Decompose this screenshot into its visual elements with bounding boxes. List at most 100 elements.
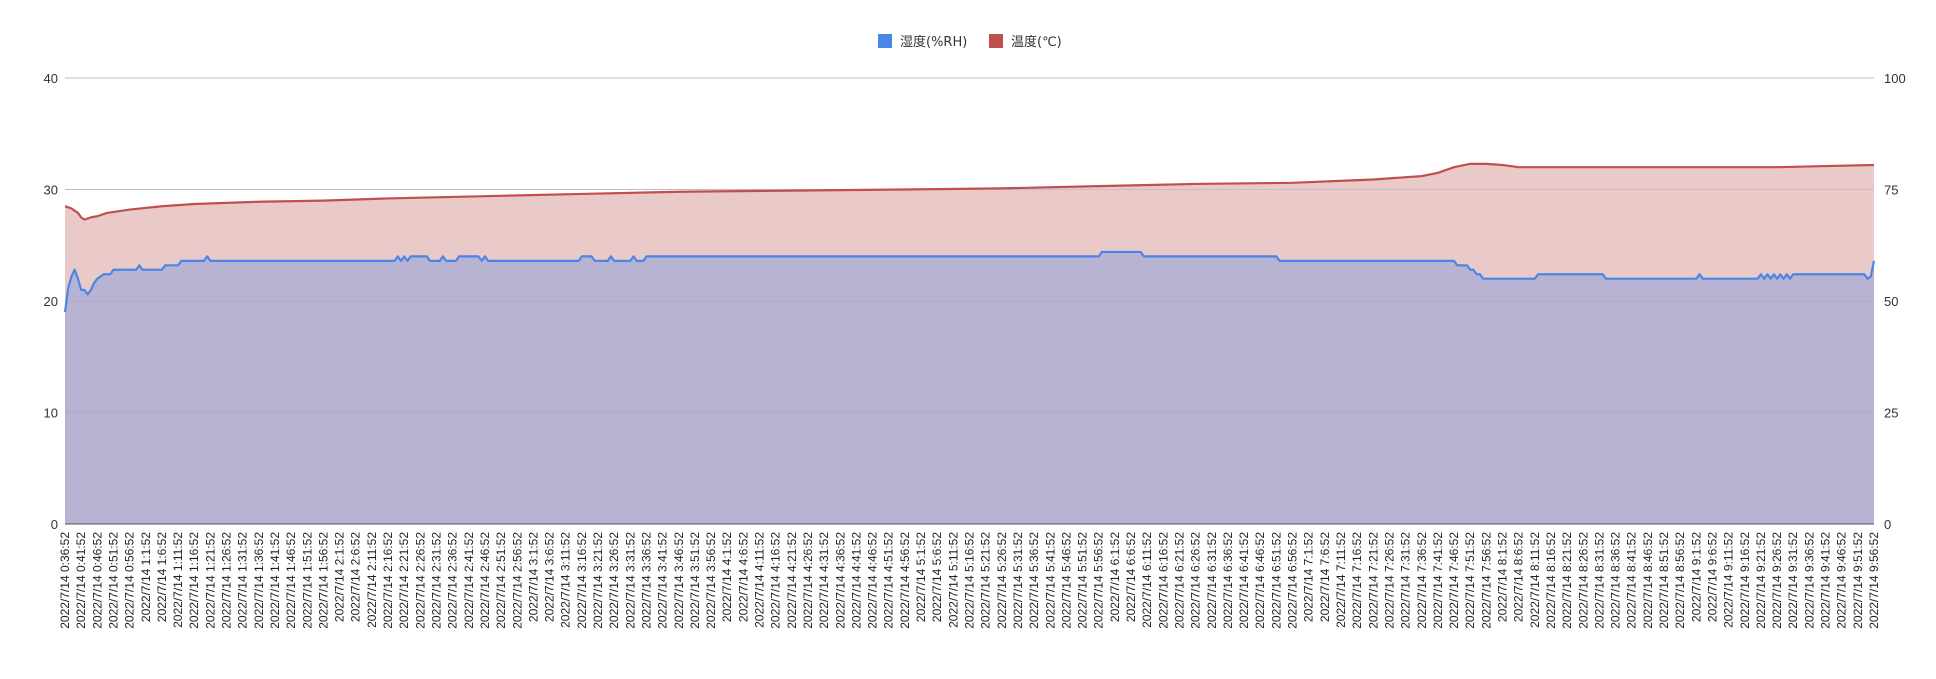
x-tick-label: 2022/7/14 6:41:52 xyxy=(1237,532,1251,629)
x-tick-label: 2022/7/14 0:46:52 xyxy=(90,532,104,629)
x-tick-label: 2022/7/14 8:51:52 xyxy=(1657,532,1671,629)
x-tick-label: 2022/7/14 2:46:52 xyxy=(478,532,492,629)
line-layer xyxy=(63,162,1876,525)
x-tick-label: 2022/7/14 5:41:52 xyxy=(1043,532,1057,629)
x-tick-label: 2022/7/14 9:56:52 xyxy=(1867,532,1881,629)
x-tick-label: 2022/7/14 8:16:52 xyxy=(1544,532,1558,629)
x-tick-label: 2022/7/14 9:36:52 xyxy=(1802,532,1816,629)
x-tick-label: 2022/7/14 5:26:52 xyxy=(995,532,1009,629)
x-tick-label: 2022/7/14 1:1:52 xyxy=(139,532,153,622)
y-left-tick-label: 0 xyxy=(51,517,58,532)
x-tick-label: 2022/7/14 5:16:52 xyxy=(963,532,977,629)
x-tick-label: 2022/7/14 3:1:52 xyxy=(526,532,540,622)
x-tick-label: 2022/7/14 9:11:52 xyxy=(1722,532,1736,628)
y-left-tick-label: 30 xyxy=(44,183,58,198)
x-tick-label: 2022/7/14 4:46:52 xyxy=(866,532,880,629)
legend-swatch-temperature xyxy=(989,34,1003,48)
x-tick-label: 2022/7/14 6:6:52 xyxy=(1124,532,1138,622)
x-tick-label: 2022/7/14 8:36:52 xyxy=(1609,532,1623,629)
x-tick-label: 2022/7/14 3:31:52 xyxy=(623,532,637,629)
area-layer xyxy=(65,77,1874,525)
x-tick-label: 2022/7/14 7:21:52 xyxy=(1366,532,1380,629)
x-tick-label: 2022/7/14 3:56:52 xyxy=(704,532,718,629)
x-tick-label: 2022/7/14 5:46:52 xyxy=(1059,532,1073,629)
x-tick-label: 2022/7/14 1:26:52 xyxy=(220,532,234,629)
x-tick-label: 2022/7/14 5:1:52 xyxy=(914,532,928,622)
y-left-tick-label: 40 xyxy=(44,71,58,86)
y-right-tick-label: 50 xyxy=(1884,294,1898,309)
x-tick-label: 2022/7/14 4:11:52 xyxy=(753,532,767,628)
x-tick-label: 2022/7/14 7:41:52 xyxy=(1431,532,1445,629)
humidity-line xyxy=(63,250,1876,313)
x-tick-label: 2022/7/14 3:26:52 xyxy=(607,532,621,629)
x-tick-label: 2022/7/14 3:11:52 xyxy=(559,532,573,628)
x-tick-label: 2022/7/14 3:41:52 xyxy=(656,532,670,629)
x-tick-label: 2022/7/14 5:56:52 xyxy=(1092,532,1106,629)
x-tick-label: 2022/7/14 1:36:52 xyxy=(252,532,266,629)
x-tick-label: 2022/7/14 4:6:52 xyxy=(736,532,750,622)
x-tick-label: 2022/7/14 4:1:52 xyxy=(720,532,734,622)
x-tick-label: 2022/7/14 4:51:52 xyxy=(882,532,896,629)
x-tick-label: 2022/7/14 7:56:52 xyxy=(1479,532,1493,629)
y-axis-right: 0 25 50 75 100 xyxy=(1884,71,1906,532)
x-tick-label: 2022/7/14 7:51:52 xyxy=(1463,532,1477,629)
x-tick-label: 2022/7/14 7:36:52 xyxy=(1415,532,1429,629)
x-tick-label: 2022/7/14 1:6:52 xyxy=(155,532,169,622)
x-tick-label: 2022/7/14 8:21:52 xyxy=(1560,532,1574,629)
x-tick-label: 2022/7/14 2:16:52 xyxy=(381,532,395,629)
x-tick-label: 2022/7/14 8:46:52 xyxy=(1641,532,1655,629)
x-tick-label: 2022/7/14 3:36:52 xyxy=(639,532,653,629)
x-tick-label: 2022/7/14 1:11:52 xyxy=(171,532,185,628)
x-tick-label: 2022/7/14 5:21:52 xyxy=(979,532,993,629)
x-tick-label: 2022/7/14 3:51:52 xyxy=(688,532,702,629)
legend-item-humidity[interactable]: 湿度(%RH) xyxy=(878,34,967,50)
x-tick-label: 2022/7/14 4:41:52 xyxy=(849,532,863,629)
x-tick-label: 2022/7/14 6:51:52 xyxy=(1269,532,1283,629)
y-left-tick-label: 20 xyxy=(44,294,58,309)
legend-swatch-humidity xyxy=(878,34,892,48)
y-axis-left: 0 10 20 30 40 xyxy=(44,71,58,532)
x-tick-label: 2022/7/14 7:31:52 xyxy=(1399,532,1413,629)
x-tick-label: 2022/7/14 7:6:52 xyxy=(1318,532,1332,622)
x-tick-label: 2022/7/14 5:36:52 xyxy=(1027,532,1041,629)
x-tick-label: 2022/7/14 7:26:52 xyxy=(1382,532,1396,629)
y-right-tick-label: 25 xyxy=(1884,406,1898,421)
x-tick-label: 2022/7/14 4:26:52 xyxy=(801,532,815,629)
x-tick-label: 2022/7/14 4:16:52 xyxy=(769,532,783,629)
x-tick-label: 2022/7/14 8:11:52 xyxy=(1528,532,1542,628)
y-right-tick-label: 0 xyxy=(1884,517,1891,532)
x-tick-label: 2022/7/14 7:1:52 xyxy=(1302,532,1316,622)
x-tick-label: 2022/7/14 9:6:52 xyxy=(1705,532,1719,622)
y-right-tick-label: 100 xyxy=(1884,71,1906,86)
x-tick-label: 2022/7/14 8:26:52 xyxy=(1576,532,1590,629)
humidity-area xyxy=(65,251,1874,524)
temperature-line xyxy=(64,162,1875,221)
x-tick-label: 2022/7/14 1:16:52 xyxy=(187,532,201,629)
x-tick-label: 2022/7/14 6:46:52 xyxy=(1253,532,1267,629)
x-tick-label: 2022/7/14 8:1:52 xyxy=(1496,532,1510,622)
x-tick-label: 2022/7/14 9:1:52 xyxy=(1689,532,1703,622)
x-tick-label: 2022/7/14 2:41:52 xyxy=(462,532,476,629)
x-tick-label: 2022/7/14 6:16:52 xyxy=(1156,532,1170,629)
x-tick-label: 2022/7/14 2:1:52 xyxy=(333,532,347,622)
legend-label-humidity: 湿度(%RH) xyxy=(900,34,967,50)
x-tick-label: 2022/7/14 4:36:52 xyxy=(833,532,847,629)
x-tick-label: 2022/7/14 9:41:52 xyxy=(1819,532,1833,629)
legend-item-temperature[interactable]: 温度(℃) xyxy=(989,34,1062,50)
x-tick-label: 2022/7/14 5:51:52 xyxy=(1076,532,1090,629)
x-tick-label: 2022/7/14 1:31:52 xyxy=(236,532,250,629)
x-axis: 2022/7/14 0:36:52 2022/7/14 0:41:52 2022/7… xyxy=(58,532,1881,629)
x-tick-label: 2022/7/14 1:41:52 xyxy=(268,532,282,629)
x-tick-label: 2022/7/14 2:56:52 xyxy=(510,532,524,629)
x-tick-label: 2022/7/14 7:46:52 xyxy=(1447,532,1461,629)
x-tick-label: 2022/7/14 6:26:52 xyxy=(1189,532,1203,629)
x-tick-label: 2022/7/14 9:21:52 xyxy=(1754,532,1768,629)
x-tick-label: 2022/7/14 9:31:52 xyxy=(1786,532,1800,629)
x-tick-label: 2022/7/14 1:21:52 xyxy=(203,532,217,629)
x-tick-label: 2022/7/14 1:51:52 xyxy=(300,532,314,629)
legend: 湿度(%RH) 温度(℃) xyxy=(878,34,1062,50)
x-tick-label: 2022/7/14 4:31:52 xyxy=(817,532,831,629)
x-tick-label: 2022/7/14 8:6:52 xyxy=(1512,532,1526,622)
x-tick-label: 2022/7/14 3:16:52 xyxy=(575,532,589,629)
